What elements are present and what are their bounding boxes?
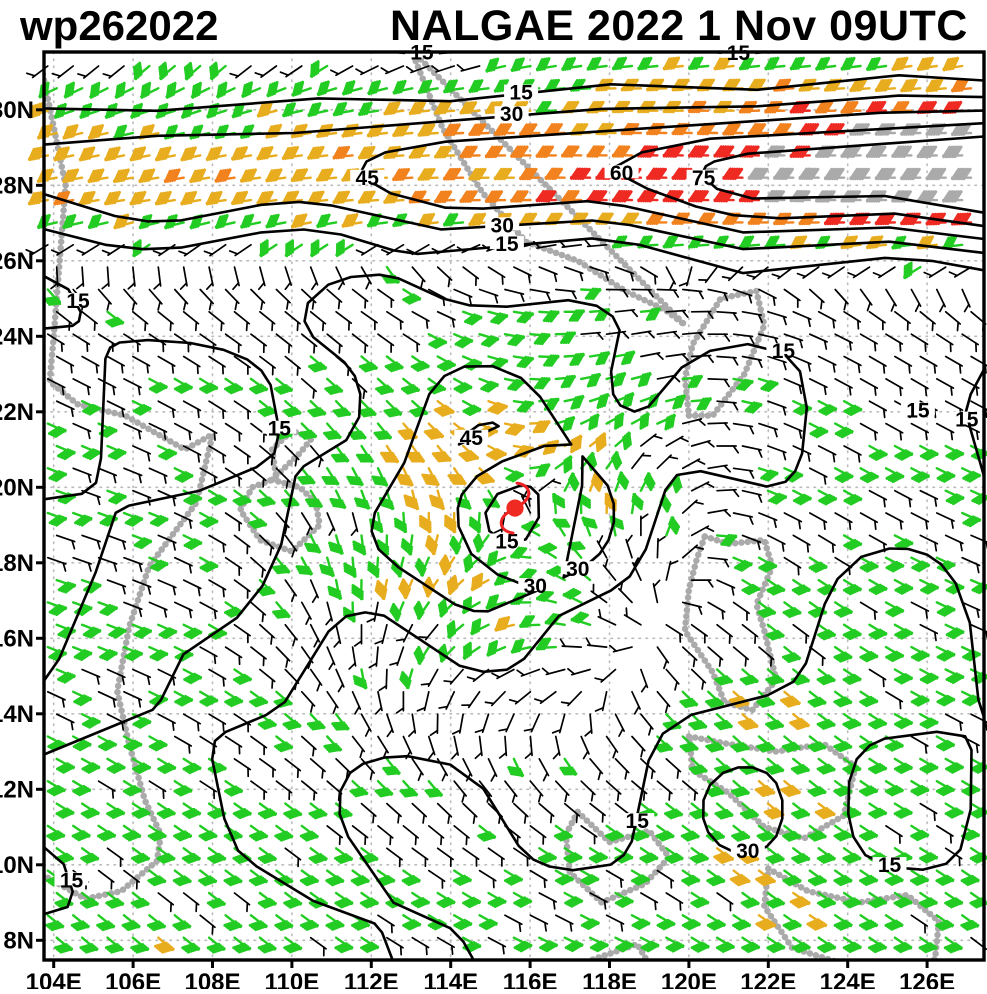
svg-text:15: 15 (772, 340, 796, 363)
svg-text:120E: 120E (661, 969, 717, 989)
svg-text:15: 15 (495, 531, 519, 554)
svg-text:18N: 18N (0, 550, 34, 577)
svg-text:75: 75 (692, 167, 716, 190)
svg-text:14N: 14N (0, 701, 34, 728)
svg-text:108E: 108E (184, 969, 240, 989)
svg-text:16N: 16N (0, 625, 34, 652)
svg-text:28N: 28N (0, 172, 34, 199)
svg-text:45: 45 (460, 427, 484, 450)
svg-text:wp262022: wp262022 (19, 2, 218, 49)
svg-text:116E: 116E (503, 969, 558, 989)
svg-text:NALGAE 2022 1 Nov 09UTC: NALGAE 2022 1 Nov 09UTC (390, 2, 968, 50)
svg-text:15: 15 (906, 400, 930, 423)
svg-text:15: 15 (626, 810, 650, 833)
svg-text:10N: 10N (0, 852, 34, 879)
svg-text:30: 30 (736, 840, 759, 863)
svg-text:15: 15 (60, 869, 84, 892)
svg-text:30N: 30N (0, 97, 34, 124)
svg-text:126E: 126E (899, 969, 955, 989)
svg-text:20N: 20N (0, 474, 34, 501)
svg-text:124E: 124E (820, 969, 876, 989)
svg-text:22N: 22N (0, 399, 34, 426)
svg-text:24N: 24N (0, 323, 34, 350)
svg-text:15: 15 (268, 418, 292, 441)
svg-text:110E: 110E (265, 969, 320, 989)
svg-text:104E: 104E (26, 969, 82, 989)
svg-text:12N: 12N (0, 776, 34, 803)
svg-text:122E: 122E (740, 969, 796, 989)
svg-text:30: 30 (491, 214, 514, 237)
svg-text:30: 30 (566, 558, 589, 581)
svg-text:30: 30 (500, 103, 523, 126)
svg-text:106E: 106E (105, 969, 161, 989)
svg-text:60: 60 (610, 162, 633, 185)
svg-text:112E: 112E (344, 969, 399, 989)
svg-text:114E: 114E (423, 969, 478, 989)
svg-text:15: 15 (509, 82, 533, 105)
svg-text:15: 15 (66, 290, 90, 313)
svg-text:45: 45 (356, 167, 380, 190)
svg-text:15: 15 (955, 409, 979, 432)
svg-text:15: 15 (878, 854, 902, 877)
svg-text:8N: 8N (3, 927, 34, 954)
svg-text:26N: 26N (0, 248, 34, 275)
svg-text:30: 30 (524, 575, 547, 598)
svg-text:118E: 118E (582, 969, 637, 989)
